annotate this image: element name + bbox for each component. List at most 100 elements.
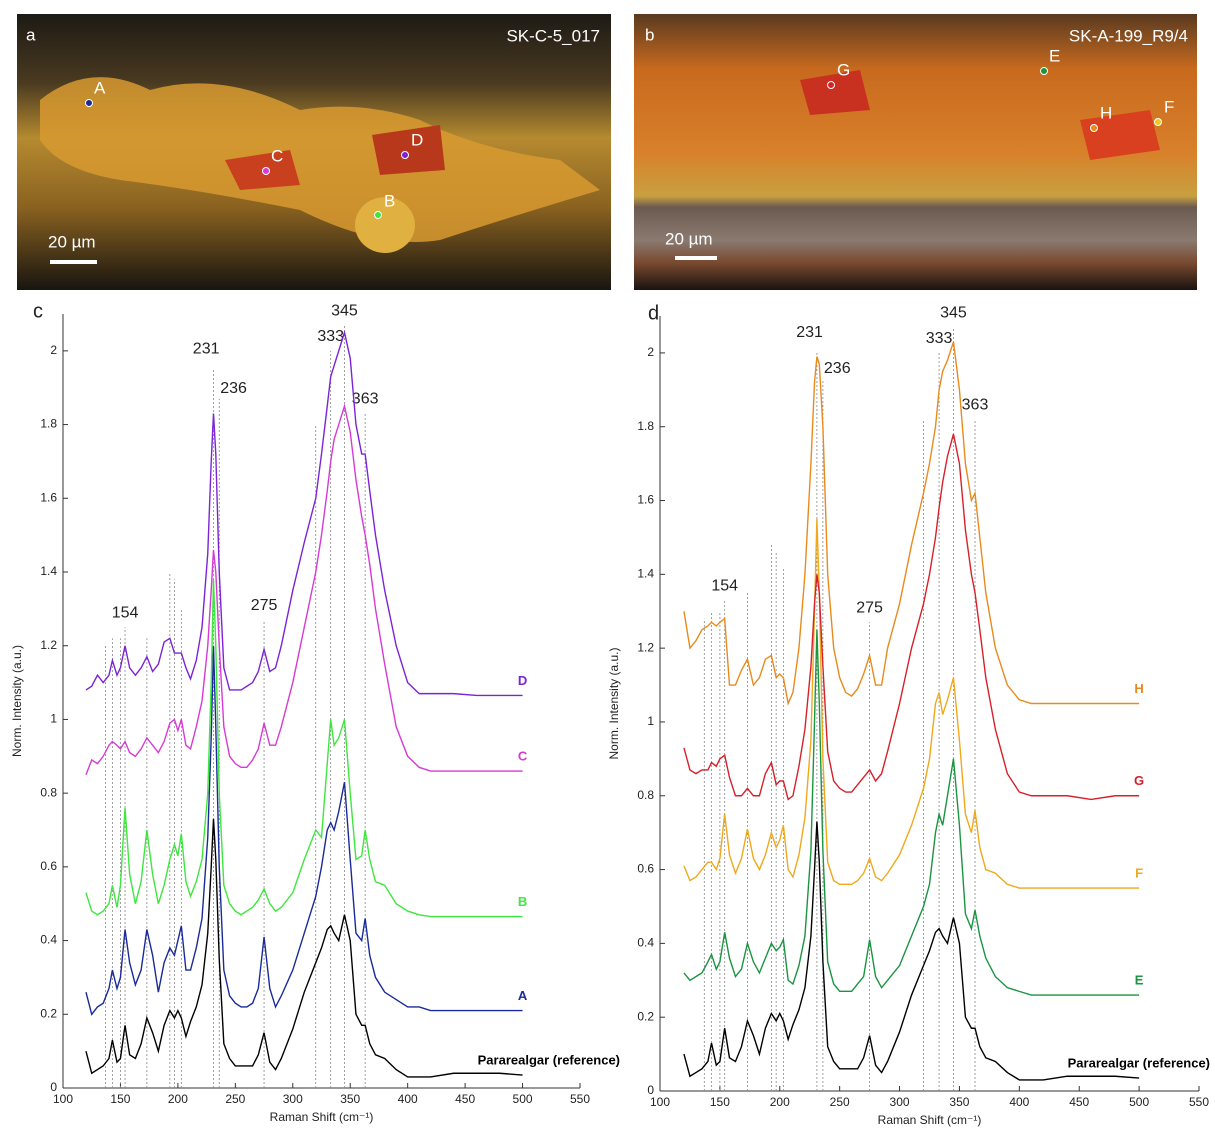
sample-layer bbox=[40, 77, 600, 242]
panel-letter: d bbox=[648, 302, 659, 324]
y-tick-label: 1.2 bbox=[40, 638, 57, 652]
x-tick-label: 150 bbox=[110, 1092, 130, 1106]
legend-label: F bbox=[1135, 865, 1143, 880]
x-tick-label: 350 bbox=[949, 1095, 969, 1109]
peak-label: 333 bbox=[926, 330, 953, 347]
x-tick-label: 250 bbox=[225, 1092, 245, 1106]
point bbox=[1154, 118, 1162, 126]
series-line bbox=[85, 403, 523, 775]
x-tick-label: 550 bbox=[1189, 1095, 1209, 1109]
series-line bbox=[683, 821, 1140, 1081]
peak-label: 275 bbox=[856, 600, 883, 617]
particle bbox=[800, 70, 870, 115]
y-tick-label: 1.4 bbox=[637, 567, 654, 581]
series-line bbox=[85, 329, 523, 697]
y-axis-label: Norm. Intensity (a.u.) bbox=[10, 645, 24, 757]
point-label: G bbox=[837, 60, 850, 79]
x-tick-label: 250 bbox=[830, 1095, 850, 1109]
sample-id: SK-A-199_R9/4 bbox=[1069, 26, 1188, 45]
y-tick-label: 1 bbox=[647, 714, 654, 728]
series-line bbox=[683, 629, 1140, 996]
x-tick-label: 300 bbox=[890, 1095, 910, 1109]
y-tick-label: 0.8 bbox=[637, 788, 654, 802]
y-tick-label: 1.6 bbox=[637, 493, 654, 507]
x-tick-label: 500 bbox=[513, 1092, 533, 1106]
x-axis-label: Raman Shift (cm⁻¹) bbox=[270, 1110, 374, 1124]
series-line bbox=[683, 341, 1140, 706]
point bbox=[374, 211, 382, 219]
series-line bbox=[85, 579, 523, 918]
peak-label: 275 bbox=[251, 597, 278, 614]
y-tick-label: 0.6 bbox=[637, 862, 654, 876]
particle bbox=[372, 125, 445, 175]
y-tick-label: 0.8 bbox=[40, 785, 57, 799]
x-tick-label: 350 bbox=[340, 1092, 360, 1106]
x-tick-label: 300 bbox=[283, 1092, 303, 1106]
micrograph-a: 20 µm a SK-C-5_017 A B C D bbox=[17, 14, 611, 290]
y-tick-label: 0.2 bbox=[637, 1009, 654, 1023]
peak-label: 345 bbox=[940, 304, 967, 321]
panel-letter: a bbox=[26, 25, 36, 44]
legend-label: Pararealgar (reference) bbox=[1068, 1056, 1210, 1071]
x-tick-label: 200 bbox=[168, 1092, 188, 1106]
peak-label: 231 bbox=[796, 324, 823, 341]
particle bbox=[355, 197, 415, 253]
legend-label: G bbox=[1134, 773, 1144, 788]
peak-label: 345 bbox=[331, 302, 358, 319]
legend-label: E bbox=[1135, 972, 1144, 987]
series-line bbox=[683, 518, 1140, 889]
x-tick-label: 500 bbox=[1129, 1095, 1149, 1109]
legend-label: D bbox=[518, 673, 527, 688]
x-axis-label: Raman Shift (cm⁻¹) bbox=[878, 1113, 982, 1127]
panel-letter: c bbox=[33, 300, 43, 322]
y-tick-label: 1.8 bbox=[637, 419, 654, 433]
scale-label: 20 µm bbox=[48, 232, 96, 251]
y-tick-label: 0.4 bbox=[40, 933, 57, 947]
point-label: F bbox=[1164, 97, 1174, 116]
point bbox=[827, 81, 835, 89]
y-tick-label: 2 bbox=[647, 345, 654, 359]
y-tick-label: 1 bbox=[50, 712, 57, 726]
point-label: A bbox=[94, 78, 106, 97]
point bbox=[1040, 67, 1048, 75]
scale-label: 20 µm bbox=[665, 229, 713, 248]
point-label: H bbox=[1100, 103, 1112, 122]
series-line bbox=[85, 818, 523, 1078]
series-line bbox=[85, 645, 523, 1016]
peak-label: 236 bbox=[220, 380, 247, 397]
particle bbox=[1080, 110, 1160, 160]
peak-label: 363 bbox=[962, 397, 989, 414]
y-tick-label: 1.2 bbox=[637, 640, 654, 654]
x-tick-label: 450 bbox=[1069, 1095, 1089, 1109]
peak-label: 154 bbox=[112, 605, 139, 622]
point-label: B bbox=[384, 191, 395, 210]
y-tick-label: 0 bbox=[647, 1083, 654, 1097]
point-label: E bbox=[1049, 46, 1060, 65]
y-tick-label: 0.6 bbox=[40, 859, 57, 873]
point bbox=[1090, 124, 1098, 132]
point bbox=[401, 151, 409, 159]
micrograph-b: 20 µm b SK-A-199_R9/4 G E H F bbox=[634, 14, 1197, 290]
point bbox=[85, 99, 93, 107]
peak-label: 154 bbox=[711, 577, 738, 594]
panel-letter: b bbox=[645, 25, 654, 44]
point-label: C bbox=[271, 146, 283, 165]
y-tick-label: 1.6 bbox=[40, 490, 57, 504]
legend-label: H bbox=[1134, 681, 1143, 696]
x-tick-label: 100 bbox=[650, 1095, 670, 1109]
peak-label: 333 bbox=[317, 328, 344, 345]
x-tick-label: 400 bbox=[1009, 1095, 1029, 1109]
point-label: D bbox=[411, 130, 423, 149]
x-tick-label: 400 bbox=[398, 1092, 418, 1106]
y-tick-label: 0.4 bbox=[637, 936, 654, 950]
sample-id: SK-C-5_017 bbox=[506, 26, 600, 45]
y-tick-label: 1.4 bbox=[40, 564, 57, 578]
x-tick-label: 450 bbox=[455, 1092, 475, 1106]
peak-label: 231 bbox=[193, 341, 220, 358]
y-tick-label: 0 bbox=[50, 1080, 57, 1094]
legend-label: A bbox=[518, 988, 528, 1003]
x-tick-label: 550 bbox=[570, 1092, 590, 1106]
y-tick-label: 0.2 bbox=[40, 1006, 57, 1020]
legend-label: B bbox=[518, 894, 527, 909]
